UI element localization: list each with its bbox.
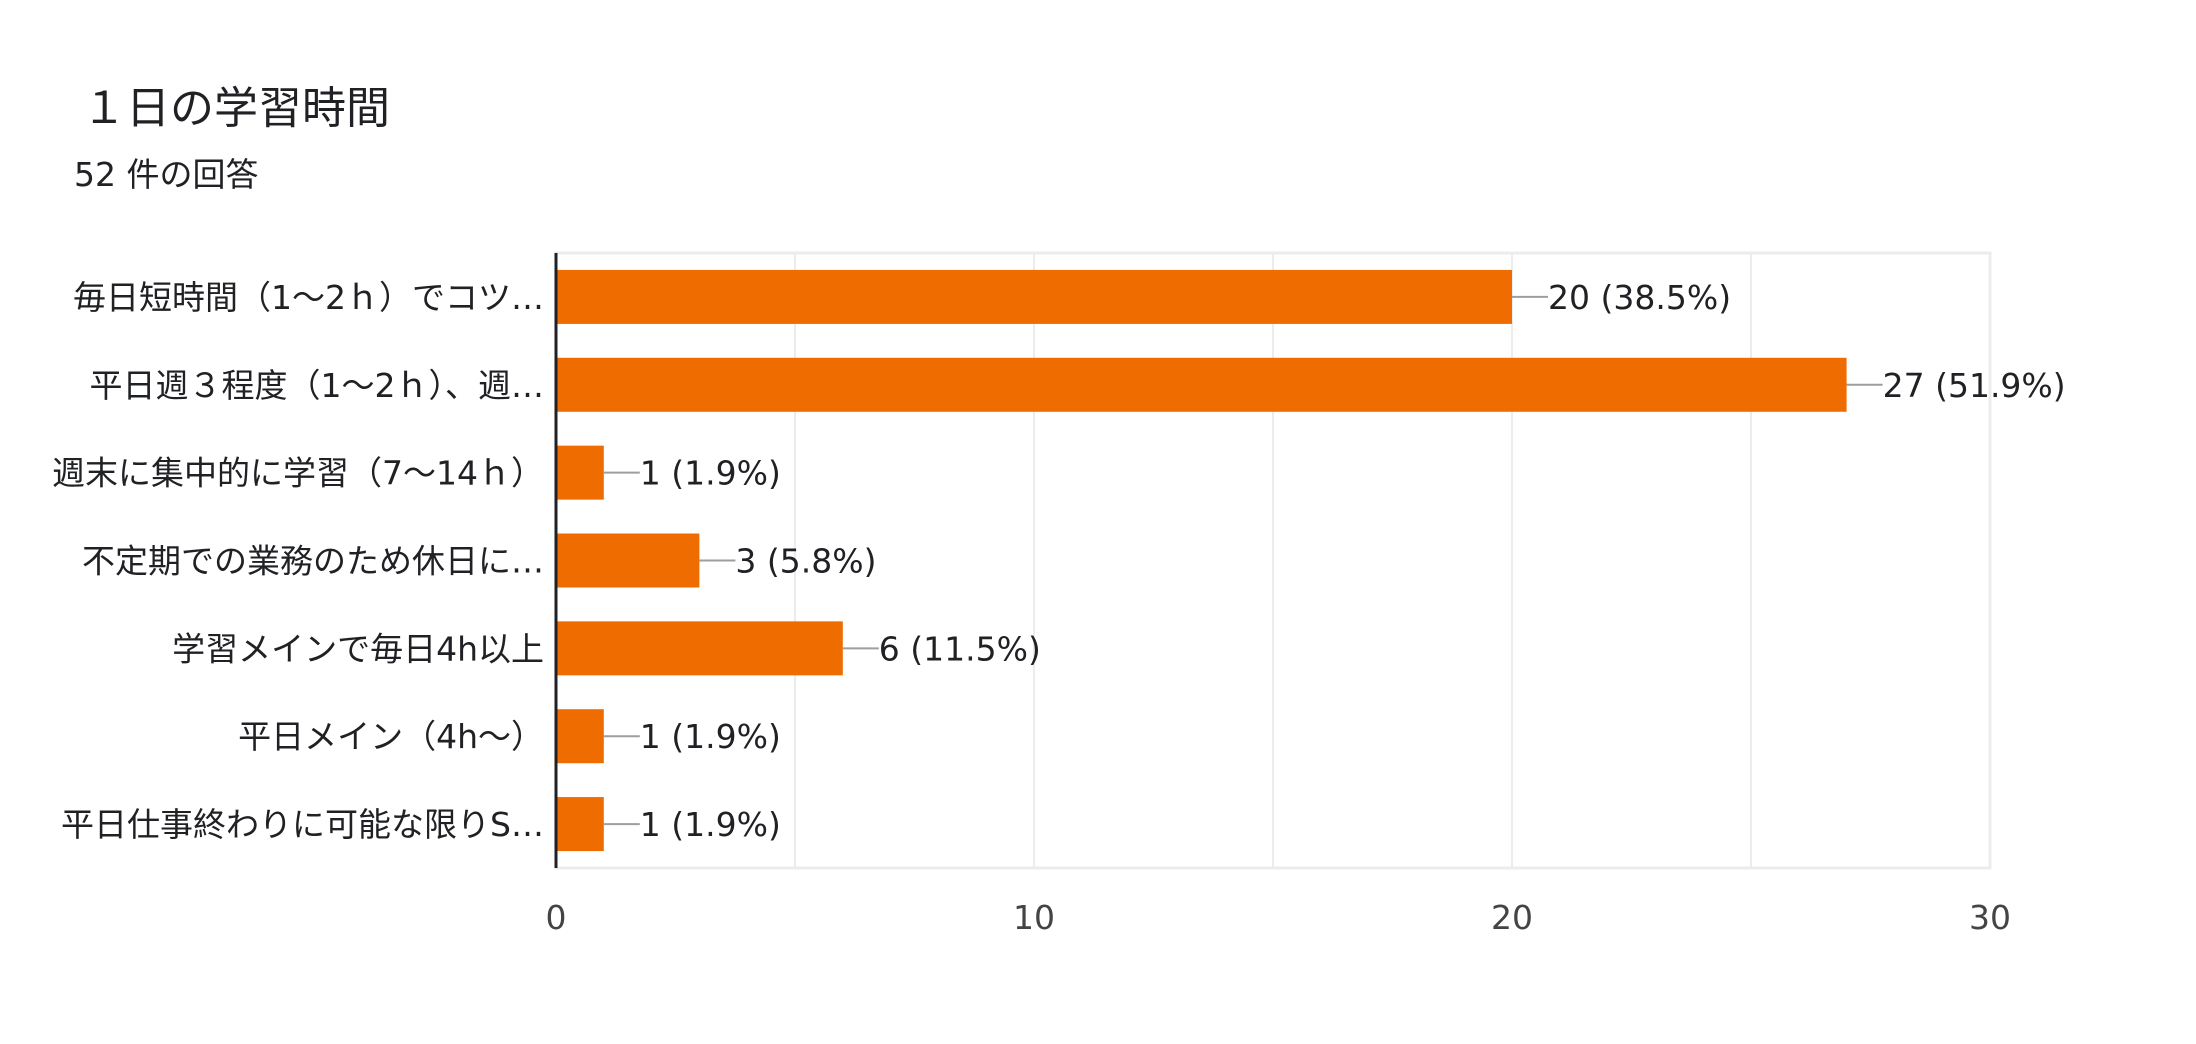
category-label: 平日メイン（4h〜） [238,717,544,756]
x-tick-label: 30 [1969,898,2011,937]
data-label: 1 (1.9%) [640,717,781,756]
category-label: 不定期での業務のため休日に… [82,542,544,581]
bar [556,357,1847,412]
data-label: 6 (11.5%) [879,629,1041,668]
response-count: 52 件の回答 [74,155,259,194]
bar [556,445,604,500]
category-label: 平日仕事終わりに可能な限りS… [61,805,544,844]
bar [556,269,1512,324]
x-tick-label: 0 [546,898,567,937]
x-tick-label: 10 [1013,898,1055,937]
chart-title: １日の学習時間 [82,83,390,134]
data-label: 1 (1.9%) [640,805,781,844]
data-label: 3 (5.8%) [735,542,876,581]
bar [556,621,843,676]
bar [556,797,604,852]
bar [556,709,604,764]
category-label: 毎日短時間（1〜2ｈ）でコツ… [73,278,544,317]
x-tick-label: 20 [1491,898,1533,937]
category-label: 週末に集中的に学習（7〜14ｈ） [52,454,544,493]
data-label: 27 (51.9%) [1883,366,2066,405]
data-label: 1 (1.9%) [640,454,781,493]
category-label: 平日週３程度（1〜2ｈ）、週… [90,366,545,405]
data-label: 20 (38.5%) [1548,278,1731,317]
bar [556,533,700,588]
category-label: 学習メインで毎日4h以上 [172,629,544,668]
